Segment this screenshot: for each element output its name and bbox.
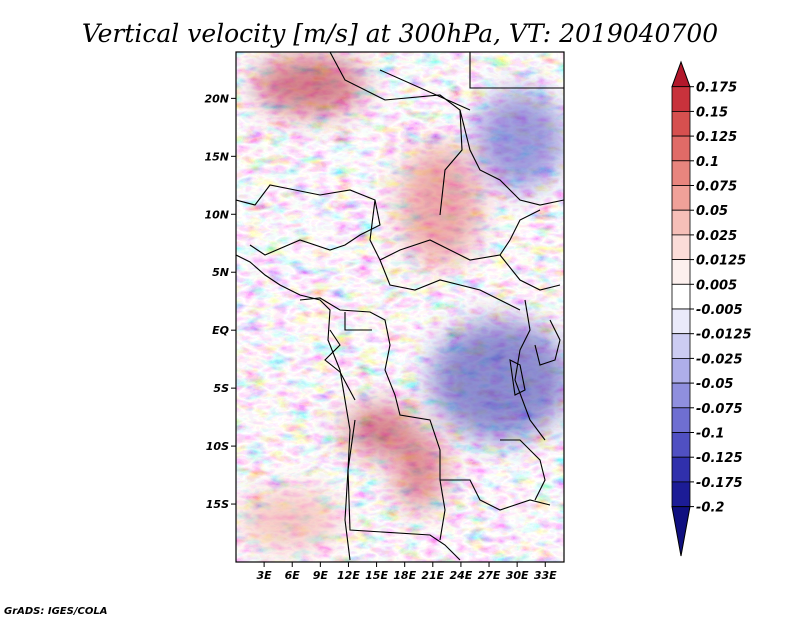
colorbar-swatch <box>671 209 691 236</box>
x-tick-label: 18E <box>393 569 416 582</box>
colorbar-label: -0.05 <box>696 377 733 392</box>
x-tick-label: 24E <box>450 569 473 582</box>
colorbar-swatch <box>671 86 691 112</box>
colorbar: 0.175 0.15 0.125 0.1 0.075 0.05 0.025 0.0125 0.0… <box>671 60 752 557</box>
colorbar-swatch <box>671 283 691 310</box>
colorbar-swatch <box>671 382 691 409</box>
y-tick-label: 20N <box>204 92 229 105</box>
y-tick-label: 5N <box>212 266 229 279</box>
colorbar-label: -0.175 <box>696 476 743 491</box>
velocity-anomalies <box>240 55 564 550</box>
x-tick-label: 9E <box>313 569 329 582</box>
credit-label: GrADS: IGES/COLA <box>4 606 107 617</box>
colorbar-label: 0.075 <box>696 180 737 195</box>
colorbar-swatch <box>671 308 691 335</box>
x-tick-label: 12E <box>337 569 360 582</box>
plot-area: 3E 6E 9E 12E 15E 18E 21E 24E 27E 30E 33E 20N 15N 10N… <box>204 51 565 582</box>
colorbar-label: 0.025 <box>696 229 737 244</box>
x-tick-label: 15E <box>365 569 388 582</box>
colorbar-swatch <box>671 481 691 507</box>
x-tick-label: 21E <box>421 569 444 582</box>
colorbar-label: 0.0125 <box>696 254 746 269</box>
colorbar-swatch <box>671 407 691 433</box>
colorbar-label: -0.005 <box>696 303 743 318</box>
colorbar-label: -0.025 <box>696 352 743 367</box>
colorbar-swatch <box>671 111 691 137</box>
colorbar-swatch <box>671 432 691 458</box>
colorbar-swatch <box>671 333 691 359</box>
colorbar-swatch <box>671 185 691 211</box>
x-tick-label: 30E <box>506 569 529 582</box>
colorbar-swatch <box>671 259 691 285</box>
colorbar-swatch <box>671 135 691 162</box>
colorbar-swatch <box>671 456 691 483</box>
colorbar-label: 0.005 <box>696 278 737 293</box>
colorbar-label: -0.075 <box>696 402 743 417</box>
colorbar-label: -0.0125 <box>696 328 752 343</box>
colorbar-swatch <box>671 234 691 260</box>
colorbar-label: 0.125 <box>696 130 737 145</box>
colorbar-swatch <box>671 160 691 186</box>
colorbar-label: -0.2 <box>696 501 724 516</box>
colorbar-label: 0.175 <box>696 81 737 96</box>
y-tick-label: 10N <box>204 208 229 221</box>
plot-frame <box>235 51 565 563</box>
colorbar-label: 0.1 <box>696 155 719 170</box>
y-tick-label: 10S <box>206 440 229 453</box>
chart-title: Vertical velocity [m/s] at 300hPa, VT: 2… <box>82 19 718 48</box>
y-tick-label: 5S <box>213 382 229 395</box>
colorbar-label: 0.05 <box>696 204 728 219</box>
x-tick-label: 6E <box>285 569 301 582</box>
y-tick-label: 15N <box>204 150 229 163</box>
colorbar-label: -0.1 <box>696 427 724 442</box>
country-borders <box>236 52 564 561</box>
x-tick-label: 33E <box>534 569 557 582</box>
x-axis: 3E 6E 9E 12E 15E 18E 21E 24E 27E 30E 33E <box>257 562 557 582</box>
colorbar-label: -0.125 <box>696 451 743 466</box>
y-axis: 20N 15N 10N 5N EQ 5S 10S 15S <box>204 92 236 511</box>
x-tick-label: 27E <box>478 569 501 582</box>
colorbar-bottom-arrow <box>671 506 691 557</box>
y-tick-label: EQ <box>212 324 229 337</box>
x-tick-label: 3E <box>257 569 273 582</box>
colorbar-top-arrow <box>671 60 691 88</box>
colorbar-label: 0.15 <box>696 105 728 120</box>
colorbar-swatch <box>671 357 691 384</box>
y-tick-label: 15S <box>206 498 229 511</box>
